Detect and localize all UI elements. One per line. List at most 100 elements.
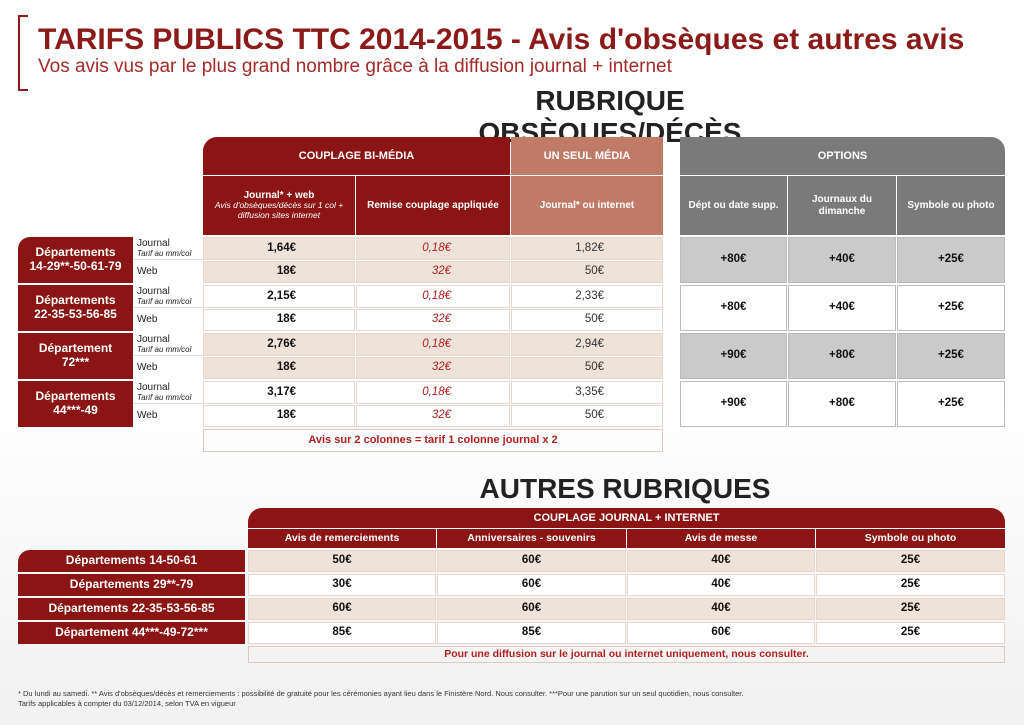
price: 18€ [203, 405, 355, 427]
row-label-line: Départements [35, 389, 116, 404]
row-label: Départements 14-29**-50-61-79 [18, 237, 133, 283]
price: 50€ [511, 261, 663, 283]
option-price: +25€ [897, 333, 1005, 379]
sub-label: Web [137, 362, 158, 374]
footnote: Tarifs applicables à compter du 03/12/20… [18, 698, 236, 708]
price: 2,76€ [203, 333, 355, 356]
row-label-line: 44***-49 [53, 403, 98, 417]
option-price: +90€ [680, 333, 787, 379]
price: 25€ [816, 622, 1005, 644]
sub-label: Journal Tarif au mm/col [134, 237, 202, 260]
sub-label-note: Tarif au mm/col [137, 249, 192, 259]
sub-label: Web [137, 314, 158, 326]
price: 18€ [203, 357, 355, 379]
price: 50€ [511, 309, 663, 331]
title: TARIFS PUBLICS TTC 2014-2015 - Avis d'ob… [38, 22, 965, 56]
price: 2,15€ [203, 285, 355, 308]
row-label-line: 72*** [61, 355, 90, 369]
option-price: +80€ [680, 285, 787, 331]
price: 25€ [816, 574, 1005, 596]
group-header: COUPLAGE JOURNAL + INTERNET [248, 508, 1005, 528]
price: 85€ [437, 622, 626, 644]
column-header: Symbole ou photo [897, 176, 1005, 235]
row-label: Département 44***-49-72*** [18, 622, 245, 644]
price: 18€ [203, 261, 355, 283]
price: 50€ [511, 357, 663, 379]
price: 32€ [356, 405, 510, 427]
price: 0,18€ [356, 285, 510, 308]
option-price: +25€ [897, 285, 1005, 331]
price: 40€ [627, 598, 815, 620]
row-label-line: Département [38, 341, 113, 356]
price: 50€ [248, 550, 436, 572]
option-price: +40€ [788, 285, 896, 331]
sub-label-note: Tarif au mm/col [137, 297, 192, 307]
sub-label-text: Journal [137, 237, 170, 249]
section-heading: RUBRIQUE OBSÈQUES/DÉCÈS [478, 84, 742, 148]
option-price: +80€ [788, 381, 896, 427]
option-price: +40€ [788, 237, 896, 283]
column-header: Journal* + web Avis d'obsèques/décès sur … [203, 176, 355, 235]
row-label-line: Départements [35, 245, 116, 260]
sub-label-note: Tarif au mm/col [137, 345, 192, 355]
sub-label-text: Journal [137, 333, 170, 345]
option-price: +25€ [897, 237, 1005, 283]
row-label: Départements 14-50-61 [18, 550, 245, 572]
sub-label: Journal Tarif au mm/col [134, 285, 202, 308]
column-header: Avis de remerciements [248, 529, 436, 548]
column-header: Remise couplage appliquée [356, 176, 510, 235]
option-price: +25€ [897, 381, 1005, 427]
row-label-line: 22-35-53-56-85 [34, 307, 117, 321]
sub-label: Web [137, 410, 158, 422]
row-label: Départements 22-35-53-56-85 [18, 285, 133, 331]
option-price: +90€ [680, 381, 787, 427]
price: 85€ [248, 622, 436, 644]
row-label-line: Départements [35, 293, 116, 308]
sub-label-note: Tarif au mm/col [137, 393, 192, 403]
price: 40€ [627, 550, 815, 572]
footnote: * Du lundi au samedi. ** Avis d'obsèques… [18, 688, 744, 698]
price: 0,18€ [356, 333, 510, 356]
price: 32€ [356, 261, 510, 283]
option-price: +80€ [788, 333, 896, 379]
price: 50€ [511, 405, 663, 427]
price: 3,17€ [203, 381, 355, 404]
column-header: Symbole ou photo [816, 529, 1005, 548]
price: 60€ [248, 598, 436, 620]
price: 3,35€ [511, 381, 663, 404]
column-header: Journal* ou internet [511, 176, 663, 235]
price: 0,18€ [356, 237, 510, 260]
price: 1,64€ [203, 237, 355, 260]
section-heading: AUTRES RUBRIQUES [479, 472, 771, 504]
price: 60€ [437, 574, 626, 596]
row-label-line: 14-29**-50-61-79 [29, 259, 122, 273]
price: 60€ [437, 550, 626, 572]
price: 60€ [437, 598, 626, 620]
row-label: Départements 29**-79 [18, 574, 245, 596]
sub-label: Web [137, 266, 158, 278]
price: 40€ [627, 574, 815, 596]
price: 2,33€ [511, 285, 663, 308]
group-header: COUPLAGE BI-MÉDIA [203, 137, 510, 175]
row-label: Départements 44***-49 [18, 381, 133, 427]
price: 30€ [248, 574, 436, 596]
price: 32€ [356, 357, 510, 379]
bracket [18, 15, 28, 91]
price: 60€ [627, 622, 815, 644]
option-price: +80€ [680, 237, 787, 283]
column-subtitle: Avis d'obsèques/décès sur 1 col + diffus… [214, 200, 344, 221]
price: 0,18€ [356, 381, 510, 404]
sub-label: Journal Tarif au mm/col [134, 333, 202, 356]
note: Pour une diffusion sur le journal ou int… [248, 646, 1005, 663]
row-label: Département 72*** [18, 333, 133, 379]
column-header: Avis de messe [627, 529, 815, 548]
sub-label: Journal Tarif au mm/col [134, 381, 202, 404]
price: 18€ [203, 309, 355, 331]
row-label: Départements 22-35-53-56-85 [18, 598, 245, 620]
price: 2,94€ [511, 333, 663, 356]
subtitle: Vos avis vus par le plus grand nombre gr… [38, 56, 672, 78]
price: 32€ [356, 309, 510, 331]
column-header: Dépt ou date supp. [680, 176, 787, 235]
sub-label-text: Journal [137, 381, 170, 393]
